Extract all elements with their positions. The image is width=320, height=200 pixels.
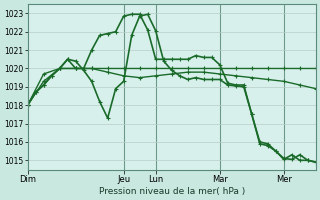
X-axis label: Pression niveau de la mer( hPa ): Pression niveau de la mer( hPa ): [99, 187, 245, 196]
